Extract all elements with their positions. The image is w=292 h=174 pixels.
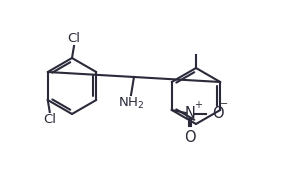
Text: −: − [220, 99, 228, 109]
Text: N: N [184, 106, 195, 121]
Text: O: O [184, 130, 196, 145]
Text: Cl: Cl [67, 32, 81, 45]
Text: Cl: Cl [43, 113, 56, 126]
Text: +: + [194, 100, 202, 110]
Text: O: O [212, 106, 223, 121]
Text: NH$_2$: NH$_2$ [118, 96, 144, 111]
